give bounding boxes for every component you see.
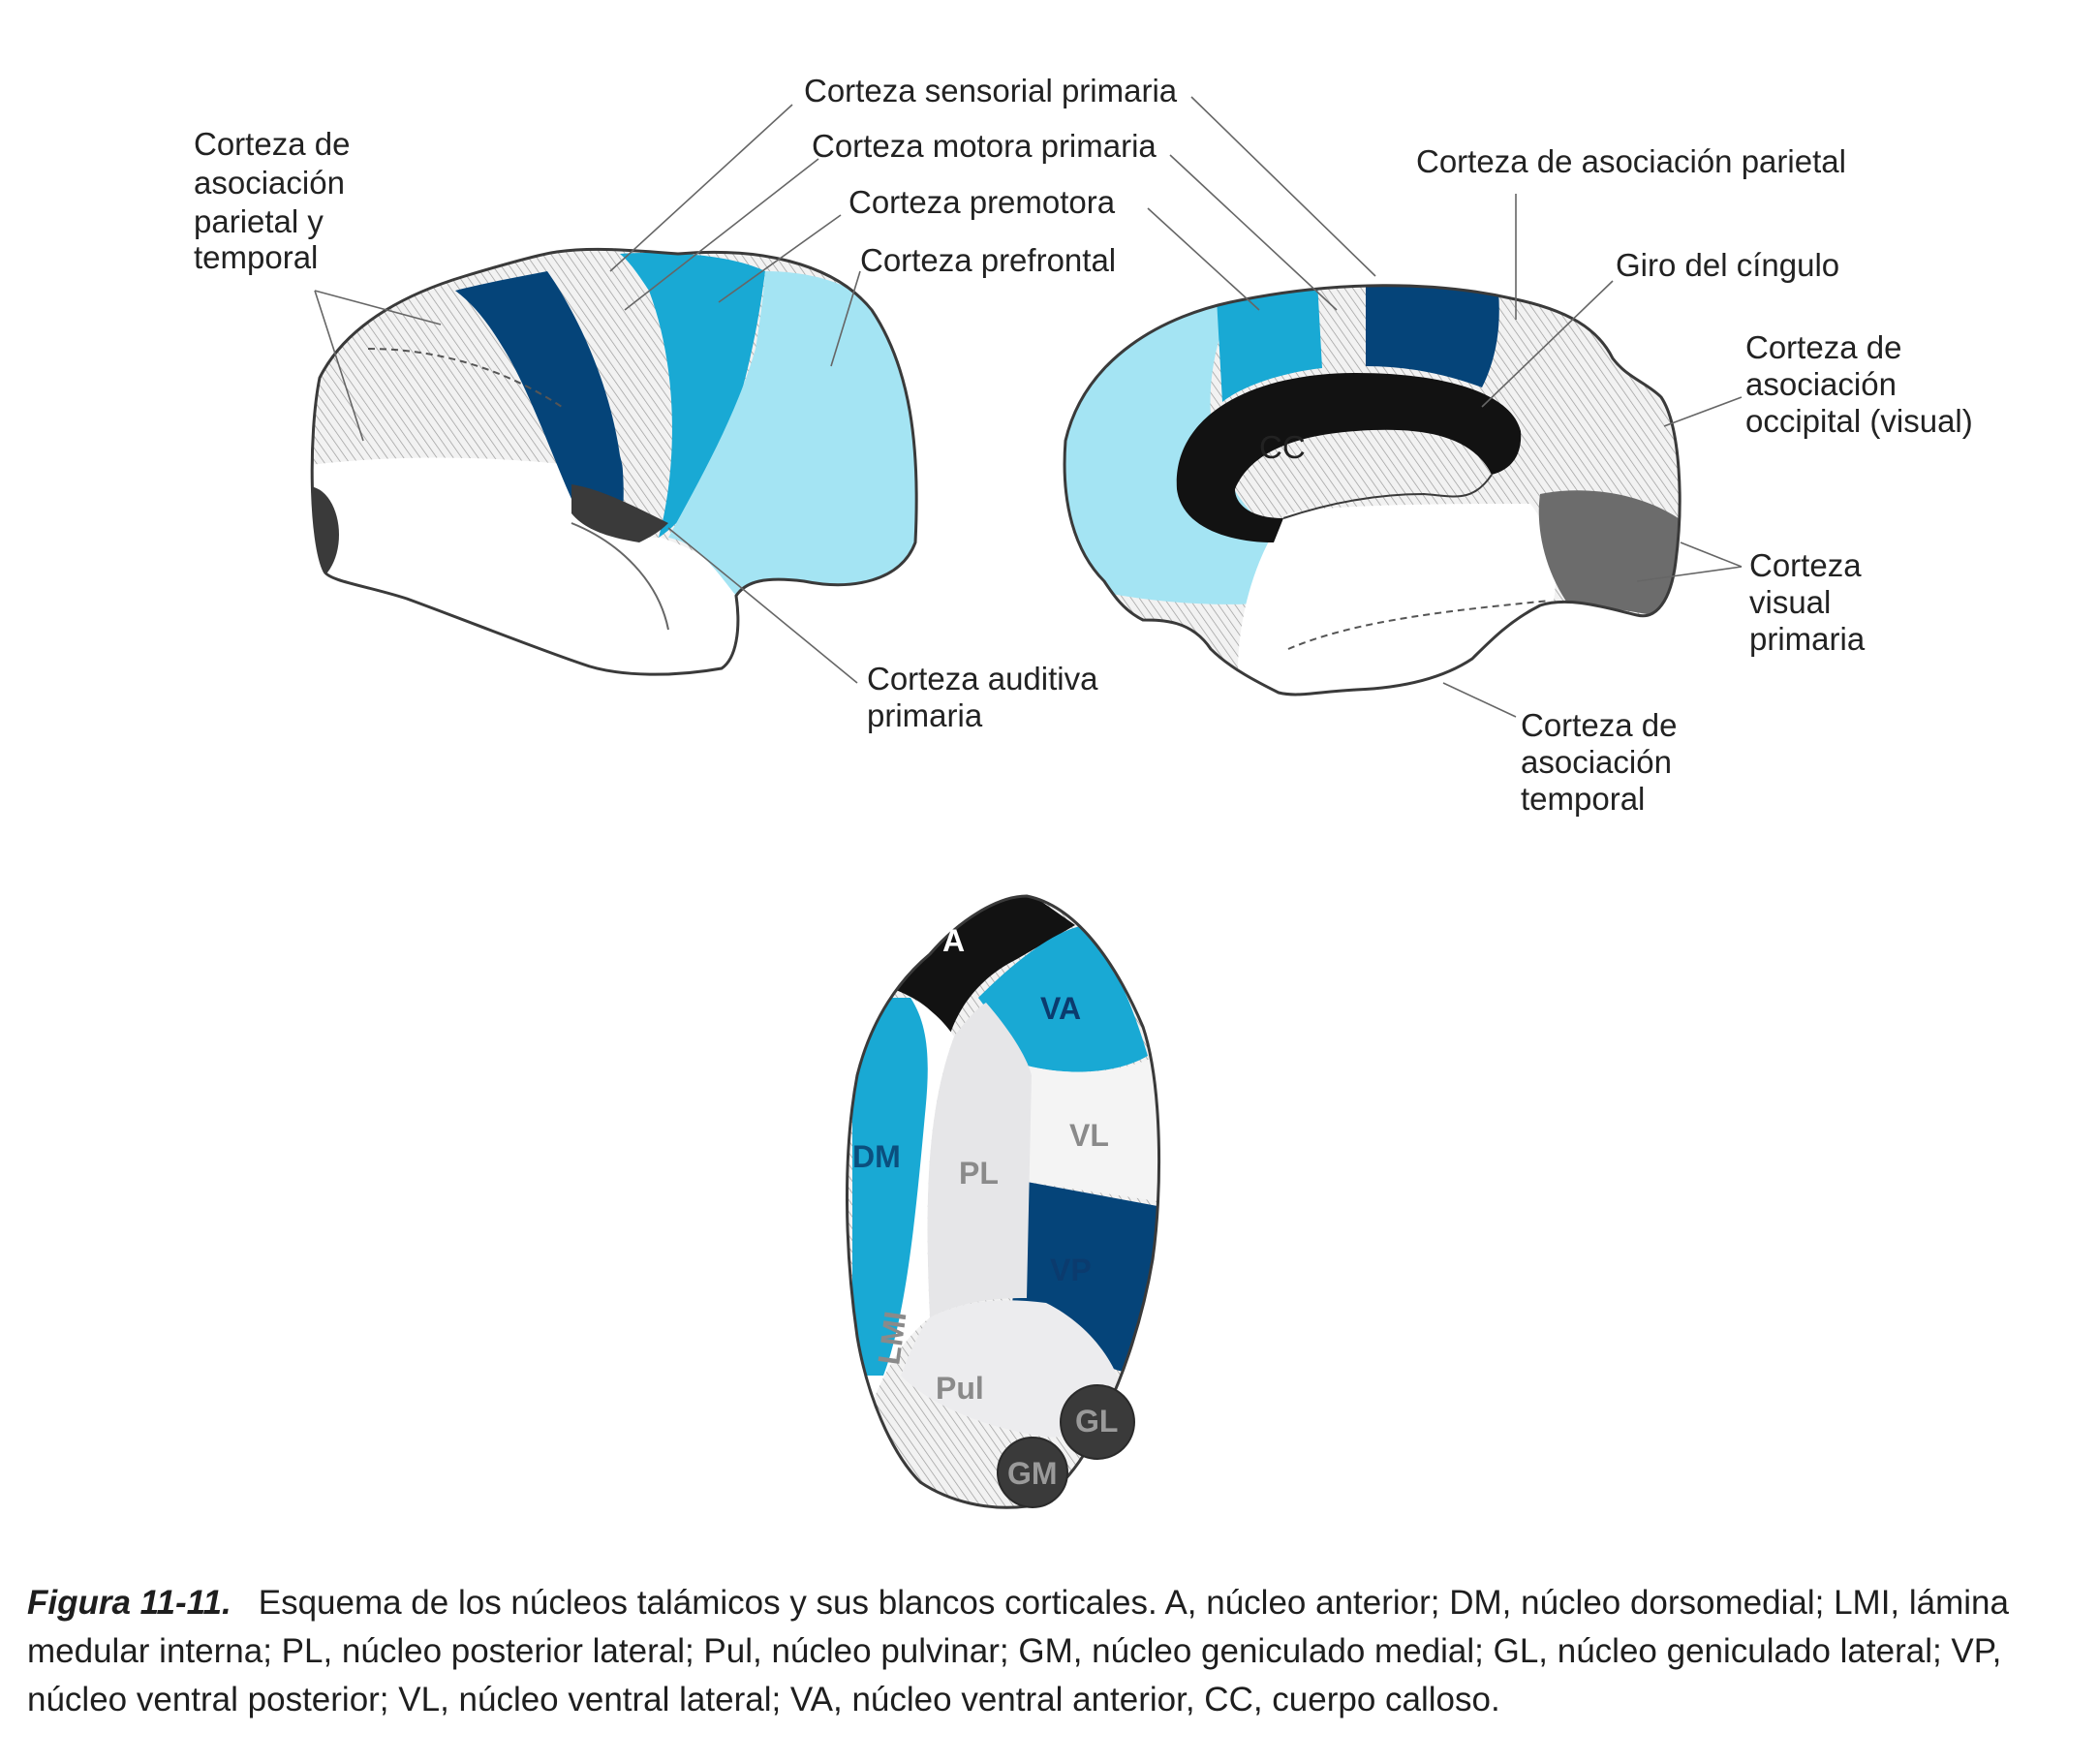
nucleus-gl-region xyxy=(1060,1384,1135,1460)
thalamus-diagram: A VA VL VP DM PL LMI Pul GL GM xyxy=(845,894,1161,1509)
svg-text:Corteza de: Corteza de xyxy=(194,126,350,162)
label-asociacion-parietal: Corteza de asociación parietal xyxy=(1416,143,1846,179)
svg-text:temporal: temporal xyxy=(194,239,318,275)
label-giro-cingulo: Giro del cíngulo xyxy=(1616,247,1839,283)
label-parietal-temporal-line1: Corteza de xyxy=(194,126,350,162)
svg-text:primaria: primaria xyxy=(867,697,983,733)
nucleus-va-label: VA xyxy=(1040,991,1081,1026)
label-occipital-line3: occipital (visual) xyxy=(1745,403,1973,439)
label-temporal-line1: Corteza de xyxy=(1521,707,1677,743)
label-premotora: Corteza premotora xyxy=(848,184,1116,220)
label-visual-line2: visual xyxy=(1749,584,1831,620)
nucleus-lmi-label: LMI xyxy=(871,1309,912,1367)
label-temporal-line2: asociación xyxy=(1521,744,1672,780)
nucleus-dm-region xyxy=(852,998,928,1376)
label-temporal-line3: temporal xyxy=(1521,781,1645,817)
svg-text:primaria: primaria xyxy=(1749,621,1866,657)
nucleus-pl-region xyxy=(927,1003,1032,1317)
sensory-cortex-region xyxy=(455,271,628,533)
premotor-cortex-region xyxy=(620,252,765,538)
lateral-brain-view: Corteza de asociación parietal y tempora… xyxy=(194,73,1178,733)
label-occipital-line1: Corteza de xyxy=(1745,329,1901,365)
label-visual-line3: primaria xyxy=(1749,621,1866,657)
label-parietal-temporal-line3: parietal y xyxy=(194,203,324,239)
medial-premotor-region xyxy=(1216,285,1322,402)
nucleus-a-label: A xyxy=(942,923,965,958)
label-auditiva-line2: primaria xyxy=(867,697,983,733)
visual-pole-region xyxy=(312,486,339,583)
nucleus-vl-label: VL xyxy=(1069,1118,1109,1153)
medial-visual-region xyxy=(1538,490,1681,620)
caption-title: Figura 11-11. xyxy=(27,1584,231,1622)
label-occipital-line2: asociación xyxy=(1745,366,1897,402)
nucleus-dm-label: DM xyxy=(852,1139,901,1174)
svg-text:Corteza de: Corteza de xyxy=(1521,707,1677,743)
svg-text:Corteza de: Corteza de xyxy=(1745,329,1901,365)
label-prefrontal: Corteza prefrontal xyxy=(860,242,1116,278)
label-sensorial-primaria: Corteza sensorial primaria xyxy=(804,73,1178,108)
nucleus-pl-label: PL xyxy=(959,1156,999,1191)
nucleus-gm-region xyxy=(997,1437,1068,1508)
label-motora-primaria: Corteza motora primaria xyxy=(812,128,1157,164)
label-parietal-temporal-line4: temporal xyxy=(194,239,318,275)
svg-text:asociación: asociación xyxy=(1745,366,1897,402)
nucleus-vp-region xyxy=(1012,1182,1157,1376)
medial-sensory-region xyxy=(1366,285,1499,387)
nucleus-vp-label: VP xyxy=(1050,1253,1092,1287)
medial-brain-view: CC Corteza de asociación parietal Giro d… xyxy=(1063,96,1973,817)
corpus-callosum xyxy=(1176,373,1522,542)
figure-caption: Figura 11-11. Esquema de los núcleos talá… xyxy=(27,1579,2081,1724)
auditory-cortex-region xyxy=(571,484,668,542)
caption-text: Esquema de los núcleos talámicos y sus b… xyxy=(27,1584,2009,1718)
svg-text:Corteza: Corteza xyxy=(1749,547,1862,583)
svg-text:occipital (visual): occipital (visual) xyxy=(1745,403,1973,439)
nucleus-gm-label: GM xyxy=(1007,1456,1058,1491)
prefrontal-cortex-region xyxy=(668,271,917,596)
label-visual-line1: Corteza xyxy=(1749,547,1862,583)
svg-text:asociación: asociación xyxy=(194,165,345,201)
nucleus-pul-label: Pul xyxy=(936,1371,984,1406)
label-auditiva-line1: Corteza auditiva xyxy=(867,661,1098,696)
svg-text:parietal y: parietal y xyxy=(194,203,324,239)
nucleus-gl-label: GL xyxy=(1075,1404,1118,1439)
label-parietal-temporal-line2: asociación xyxy=(194,165,345,201)
nucleus-va-region xyxy=(978,925,1148,1072)
svg-text:visual: visual xyxy=(1749,584,1831,620)
label-cc: CC xyxy=(1259,429,1306,465)
svg-text:asociación: asociación xyxy=(1521,744,1672,780)
svg-text:Corteza auditiva: Corteza auditiva xyxy=(867,661,1098,696)
svg-text:temporal: temporal xyxy=(1521,781,1645,817)
